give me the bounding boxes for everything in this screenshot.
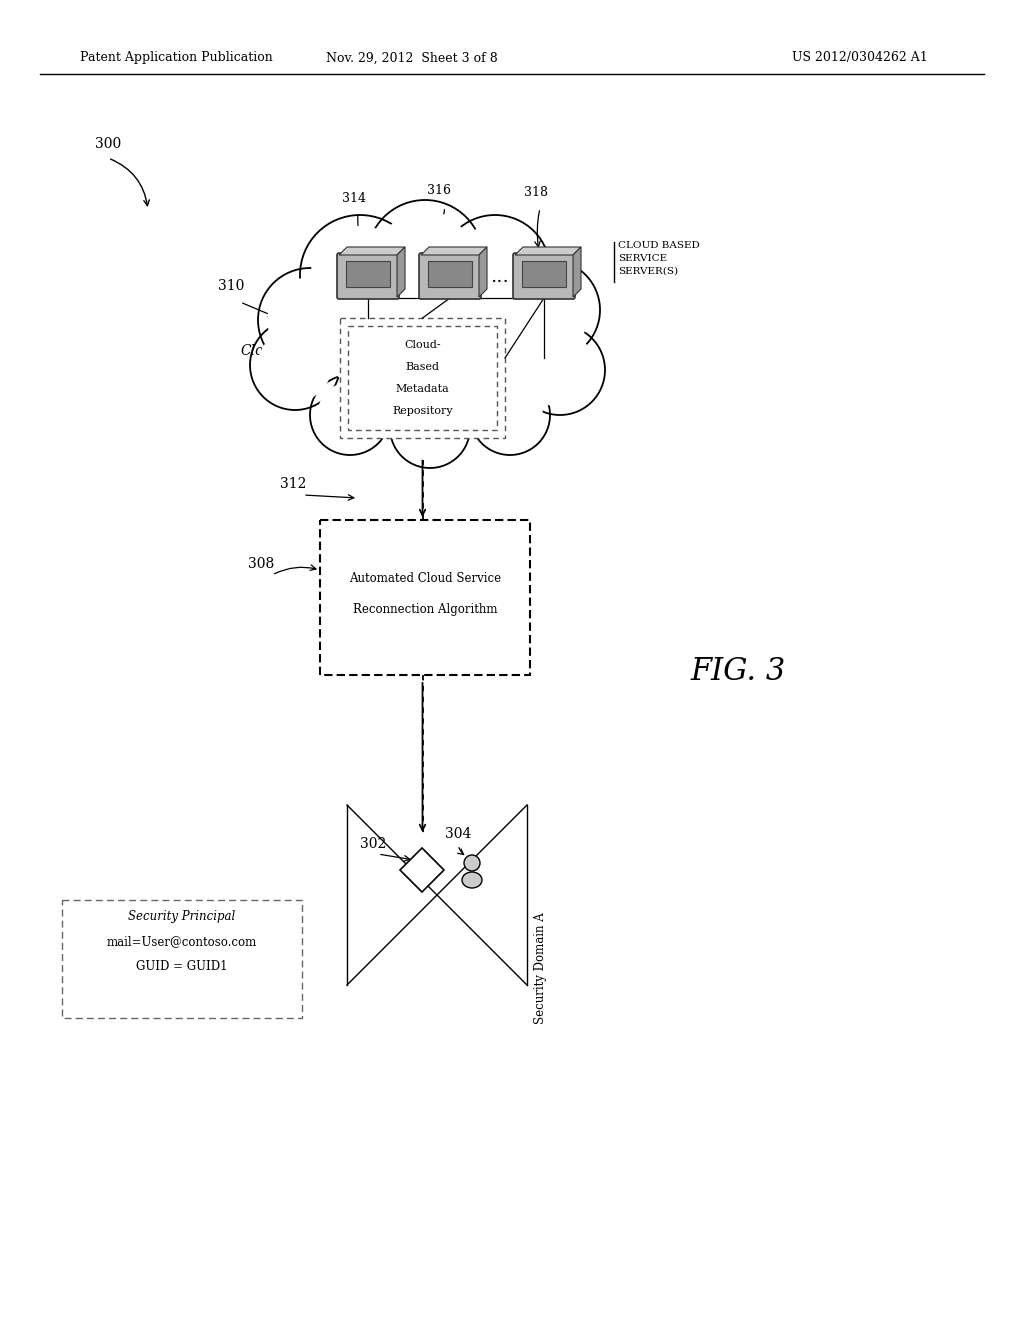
Circle shape [378,210,472,305]
Circle shape [310,375,390,455]
Circle shape [515,325,605,414]
Bar [346,261,390,286]
Bar [428,261,472,286]
FancyBboxPatch shape [419,253,481,300]
Text: 314: 314 [342,191,366,205]
Bar [340,318,505,438]
Circle shape [300,215,420,335]
Text: Based: Based [406,362,439,372]
Text: 318: 318 [524,186,548,199]
Circle shape [267,277,352,363]
Bar [319,520,530,675]
Text: 300: 300 [95,137,121,150]
Text: Nov. 29, 2012  Sheet 3 of 8: Nov. 29, 2012 Sheet 3 of 8 [326,51,498,65]
Circle shape [258,268,362,372]
Text: Metadata: Metadata [395,384,450,393]
Circle shape [367,201,483,315]
Text: 310: 310 [218,279,245,293]
Circle shape [500,260,600,360]
Text: Security Principal: Security Principal [128,909,236,923]
Circle shape [450,224,540,315]
Circle shape [390,388,470,469]
Text: Patent Application Publication: Patent Application Publication [80,51,272,65]
Text: SERVICE: SERVICE [618,253,667,263]
Polygon shape [397,247,406,297]
FancyBboxPatch shape [513,253,575,300]
Polygon shape [479,247,487,297]
Circle shape [440,215,550,325]
FancyBboxPatch shape [337,253,399,300]
Text: Automated Cloud Service: Automated Cloud Service [349,573,501,585]
Text: GUID = GUID1: GUID = GUID1 [136,960,227,973]
Bar [522,261,566,286]
Polygon shape [421,247,487,255]
Circle shape [258,329,332,401]
Circle shape [470,375,550,455]
Text: 302: 302 [360,837,386,851]
Text: Reconnection Algorithm: Reconnection Algorithm [352,603,498,616]
Circle shape [397,395,463,461]
Text: Repository: Repository [392,407,453,416]
Ellipse shape [305,275,575,414]
Text: 312: 312 [280,477,306,491]
Circle shape [523,333,597,407]
Text: Cloud: Cloud [240,345,282,358]
Polygon shape [339,247,406,255]
Text: Cloud-: Cloud- [404,341,440,350]
Polygon shape [573,247,581,297]
Text: US 2012/0304262 A1: US 2012/0304262 A1 [793,51,928,65]
Text: 304: 304 [445,828,471,841]
Polygon shape [515,247,581,255]
Circle shape [509,269,591,351]
Text: SERVER(S): SERVER(S) [618,267,678,276]
Ellipse shape [319,285,560,405]
Text: Security Domain A: Security Domain A [534,912,547,1024]
Bar [62,900,302,1018]
Text: mail=User@contoso.com: mail=User@contoso.com [106,935,257,948]
Circle shape [464,855,480,871]
Ellipse shape [462,873,482,888]
Text: 308: 308 [248,557,274,572]
Text: ...: ... [490,268,509,286]
Polygon shape [400,847,444,892]
Circle shape [311,226,410,325]
Text: FIG. 3: FIG. 3 [690,656,785,686]
Circle shape [250,319,340,411]
Text: CLOUD BASED: CLOUD BASED [618,242,699,249]
Circle shape [317,383,383,447]
Bar [348,326,497,430]
Text: 316: 316 [427,183,451,197]
Circle shape [477,383,543,447]
